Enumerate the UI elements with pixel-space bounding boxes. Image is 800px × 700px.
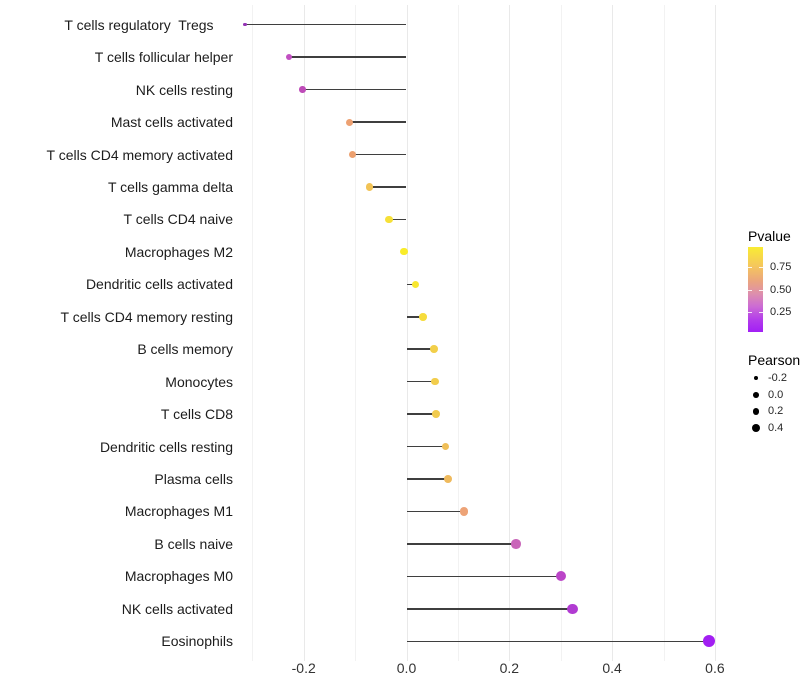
data-point bbox=[432, 410, 441, 418]
y-axis-label: T cells gamma delta bbox=[107, 178, 233, 195]
pvalue-tick-label: 0.50 bbox=[770, 283, 792, 296]
lollipop-stem bbox=[352, 153, 407, 156]
lollipop-stem bbox=[349, 121, 407, 123]
x-tick-label: 0.4 bbox=[602, 660, 622, 676]
pvalue-bar-tick bbox=[759, 289, 763, 291]
pearson-legend-dot bbox=[752, 408, 760, 415]
data-point bbox=[419, 313, 427, 321]
y-axis-label: Plasma cells bbox=[154, 471, 233, 487]
lollipop-stem bbox=[406, 283, 416, 286]
y-axis-label: Eosinophils bbox=[161, 633, 233, 650]
pearson-legend-label: 0.4 bbox=[768, 422, 784, 435]
data-point bbox=[365, 183, 374, 191]
gridline-minor bbox=[663, 5, 665, 661]
y-axis-label: Dendritic cells resting bbox=[99, 438, 233, 455]
gridline-major bbox=[303, 5, 305, 661]
data-point bbox=[243, 22, 247, 27]
data-point bbox=[567, 603, 578, 614]
y-axis-label: T cells regulatory Tregs bbox=[64, 16, 233, 33]
lollipop-stem bbox=[406, 640, 709, 642]
lollipop-stem bbox=[369, 186, 407, 188]
data-point bbox=[400, 248, 408, 256]
data-point bbox=[349, 151, 357, 158]
pearson-legend-dot bbox=[751, 424, 761, 433]
data-point bbox=[444, 475, 453, 483]
x-tick-label: 0.0 bbox=[396, 660, 417, 676]
y-axis-label: Dendritic cells activated bbox=[85, 276, 233, 293]
lollipop-stem bbox=[406, 445, 446, 448]
lollipop-stem bbox=[406, 316, 423, 318]
gridline-minor bbox=[252, 5, 254, 661]
lollipop-stem bbox=[406, 510, 465, 513]
y-axis-label: T cells CD8 bbox=[160, 406, 233, 423]
y-axis-label: Macrophages M0 bbox=[124, 568, 233, 585]
data-point bbox=[431, 377, 440, 386]
y-axis-label: B cells memory bbox=[137, 341, 233, 358]
y-axis-label: T cells CD4 naive bbox=[123, 211, 233, 228]
pvalue-tick-label: 0.25 bbox=[770, 305, 792, 318]
lollipop-stem bbox=[406, 413, 437, 415]
gridline-minor bbox=[355, 5, 357, 661]
y-axis-label: Mast cells activated bbox=[110, 114, 233, 131]
lollipop-stem bbox=[406, 543, 516, 545]
pvalue-tick-label: 0.75 bbox=[770, 261, 792, 274]
data-point bbox=[299, 86, 306, 93]
y-axis-label: T cells CD4 memory activated bbox=[46, 146, 233, 163]
lollipop-stem bbox=[406, 608, 573, 610]
lollipop-stem bbox=[406, 380, 436, 383]
data-point bbox=[459, 507, 469, 516]
gridline-major bbox=[714, 5, 716, 661]
lollipop-stem bbox=[406, 348, 435, 350]
y-axis-label: Macrophages M1 bbox=[124, 503, 233, 520]
y-axis-label: Monocytes bbox=[165, 373, 233, 390]
lollipop-stem bbox=[406, 575, 562, 578]
data-point bbox=[511, 539, 521, 549]
gridline-minor bbox=[560, 5, 562, 661]
lollipop-stem bbox=[389, 218, 407, 221]
data-point bbox=[345, 118, 353, 126]
lollipop-stem bbox=[302, 88, 407, 91]
x-tick-label: 0.2 bbox=[499, 660, 520, 676]
pearson-legend-dot bbox=[753, 375, 759, 381]
gridline-major bbox=[509, 5, 511, 661]
pearson-legend-dot bbox=[753, 391, 759, 398]
data-point bbox=[702, 635, 715, 648]
pearson-legend-label: 0.2 bbox=[768, 405, 784, 418]
y-axis-label: B cells naive bbox=[154, 535, 233, 552]
data-point bbox=[430, 345, 439, 353]
y-axis-label: NK cells activated bbox=[121, 600, 233, 617]
x-tick-label: -0.2 bbox=[291, 660, 316, 676]
pvalue-bar-tick bbox=[759, 267, 763, 269]
pearson-legend-title: Pearson bbox=[748, 352, 800, 368]
pearson-legend-label: -0.2 bbox=[768, 372, 787, 384]
pvalue-bar-tick bbox=[748, 311, 752, 313]
data-point bbox=[412, 280, 420, 288]
lollipop-stem bbox=[289, 56, 407, 58]
gridline-minor bbox=[457, 5, 459, 661]
pvalue-bar-tick bbox=[748, 267, 752, 269]
lollipop-stem bbox=[406, 478, 449, 480]
pvalue-bar-tick bbox=[748, 289, 752, 291]
data-point bbox=[556, 571, 567, 582]
x-tick-label: 0.6 bbox=[705, 660, 725, 676]
pvalue-legend-title: Pvalue bbox=[748, 228, 791, 244]
gridline-major bbox=[406, 5, 408, 661]
y-axis-label: NK cells resting bbox=[135, 81, 233, 98]
pearson-legend-label: 0.0 bbox=[768, 388, 784, 401]
y-axis-label: T cells follicular helper bbox=[94, 49, 233, 66]
data-point bbox=[441, 442, 450, 451]
gridline-major bbox=[612, 5, 614, 661]
y-axis-label: Macrophages M2 bbox=[124, 243, 233, 260]
pvalue-bar-tick bbox=[759, 311, 763, 313]
lollipop-stem bbox=[245, 23, 407, 26]
data-point bbox=[286, 54, 293, 61]
data-point bbox=[385, 215, 393, 224]
y-axis-label: T cells CD4 memory resting bbox=[60, 308, 233, 325]
